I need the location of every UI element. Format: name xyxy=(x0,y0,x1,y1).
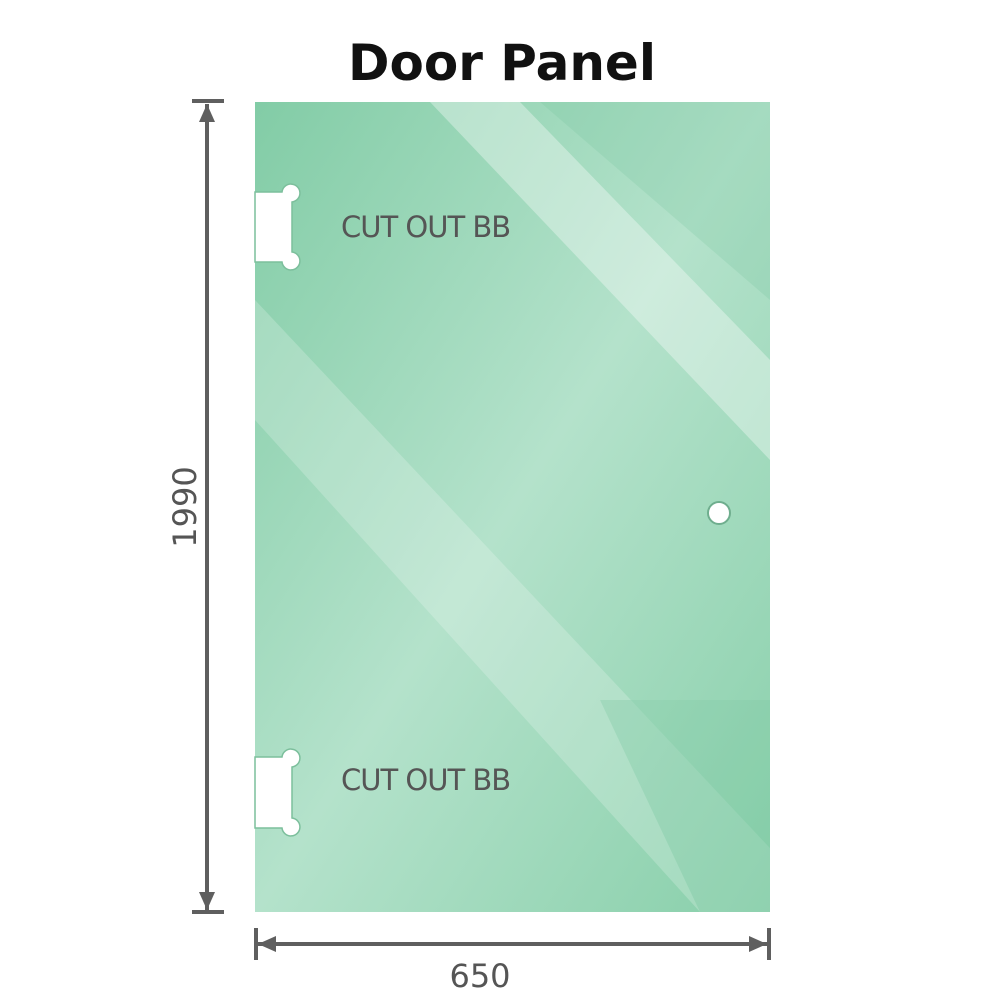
cutout-bottom xyxy=(254,748,301,837)
width-label: 650 xyxy=(449,957,510,995)
height-dimension xyxy=(192,99,224,914)
cutout-label-bottom: CUT OUT BB xyxy=(341,763,510,797)
glass-panel: CUT OUT BB CUT OUT BB xyxy=(254,102,770,912)
width-dimension xyxy=(254,928,771,960)
cutout-top xyxy=(254,183,301,271)
diagram-title: Door Panel xyxy=(348,34,656,92)
cutout-label-top: CUT OUT BB xyxy=(341,210,510,244)
height-label: 1990 xyxy=(166,466,204,547)
handle-hole xyxy=(707,501,731,525)
